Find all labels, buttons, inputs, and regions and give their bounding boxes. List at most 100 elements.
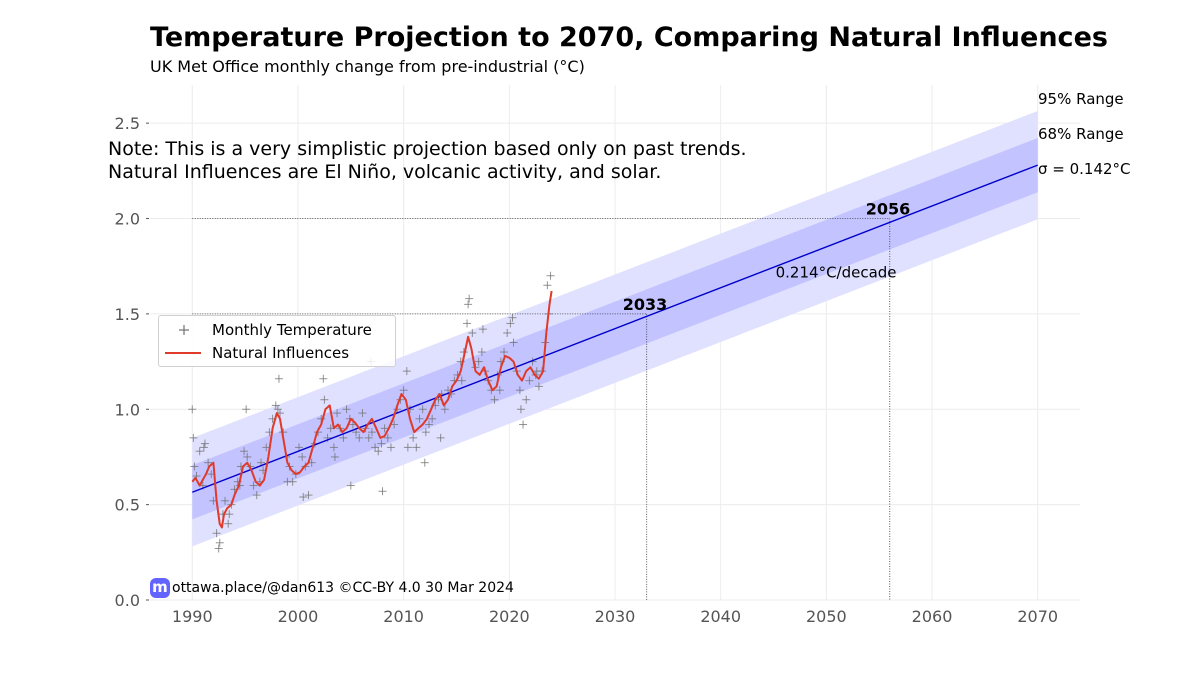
- chart-legend: Monthly Temperature Natural Influences: [158, 315, 396, 367]
- scatter-point: [457, 376, 466, 385]
- scatter-point: [243, 452, 252, 461]
- scatter-point: [333, 409, 342, 418]
- scatter-point: [221, 496, 230, 505]
- scatter-point: [242, 405, 251, 414]
- scatter-point: [274, 374, 283, 383]
- legend-label-natural: Natural Influences: [212, 344, 350, 362]
- scatter-point: [295, 443, 304, 452]
- range95-label: 95% Range: [1038, 90, 1124, 108]
- scatter-point: [364, 433, 373, 442]
- x-tick-label: 2070: [1017, 607, 1058, 626]
- legend-item-monthly: Monthly Temperature: [159, 319, 395, 341]
- scatter-point: [503, 328, 512, 337]
- x-tick-label: 2000: [278, 607, 319, 626]
- scatter-point: [298, 452, 307, 461]
- legend-item-natural: Natural Influences: [159, 342, 395, 364]
- scatter-point: [380, 424, 389, 433]
- threshold-year-label: 2056: [866, 200, 911, 219]
- scatter-point: [224, 519, 233, 528]
- scatter-point: [519, 420, 528, 429]
- scatter-point: [463, 319, 472, 328]
- scatter-point: [500, 348, 509, 357]
- scatter-point: [440, 405, 449, 414]
- scatter-point: [249, 481, 258, 490]
- scatter-point: [214, 544, 223, 553]
- scatter-point: [371, 443, 380, 452]
- plus-marker-icon: [179, 325, 189, 335]
- scatter-point: [508, 313, 517, 322]
- scatter-point: [546, 271, 555, 280]
- scatter-point: [320, 395, 329, 404]
- scatter-point: [478, 325, 487, 334]
- scatter-point: [464, 300, 473, 309]
- scatter-point: [409, 433, 418, 442]
- scatter-point: [415, 414, 424, 423]
- mastodon-logo-icon: m: [150, 578, 170, 598]
- scatter-point: [383, 433, 392, 442]
- scatter-point: [525, 376, 534, 385]
- scatter-point: [399, 386, 408, 395]
- sigma-label: σ = 0.142°C: [1038, 160, 1131, 178]
- scatter-point: [477, 348, 486, 357]
- scatter-point: [412, 443, 421, 452]
- label-layer: 2033 2056 0.214°C/decade: [623, 200, 911, 314]
- scatter-point: [204, 458, 213, 467]
- threshold-layer: [192, 218, 891, 600]
- scatter-point: [252, 491, 261, 500]
- line-layer: [191, 164, 1038, 529]
- scatter-point: [188, 405, 197, 414]
- scatter-point: [421, 428, 430, 437]
- note-line-1: Note: This is a very simplistic projecti…: [108, 138, 747, 160]
- credit-text: ottawa.place/@dan613 ©CC-BY 4.0 30 Mar 2…: [172, 580, 514, 596]
- y-tick-label: 1.5: [115, 305, 140, 324]
- scatter-point: [374, 447, 383, 456]
- scatter-point: [425, 420, 433, 429]
- scatter-point: [378, 487, 387, 496]
- scatter-point: [283, 477, 292, 486]
- trend-line: [192, 164, 1038, 493]
- y-tick-label: 2.0: [115, 210, 140, 229]
- y-tick-label: 0.5: [115, 496, 140, 515]
- trend-rate-label: 0.214°C/decade: [776, 264, 897, 282]
- x-tick-label: 1990: [172, 607, 213, 626]
- scatter-point: [515, 386, 524, 395]
- axis-layer: 1990 2000 2010 2020 2030 2040 2050 2060 2070 0.0 0…: [115, 114, 1059, 626]
- legend-label-monthly: Monthly Temperature: [212, 321, 372, 339]
- projection-note: Note: This is a very simplistic projecti…: [108, 138, 747, 184]
- scatter-point: [240, 447, 249, 456]
- scatter-point: [339, 433, 348, 442]
- scatter-point: [215, 538, 224, 547]
- scatter-point: [342, 405, 351, 414]
- range68-label: 68% Range: [1038, 125, 1124, 143]
- scatter-point: [509, 338, 518, 347]
- scatter-point: [355, 433, 364, 442]
- scatter-point: [490, 395, 499, 404]
- y-tick-label: 0.0: [115, 591, 140, 610]
- scatter-point: [273, 405, 282, 414]
- scatter-point: [330, 452, 339, 461]
- scatter-point: [189, 433, 198, 442]
- scatter-point: [436, 433, 445, 442]
- scatter-point: [403, 443, 412, 452]
- scatter-point: [377, 439, 386, 448]
- scatter-point: [418, 405, 427, 414]
- scatter-point: [495, 386, 504, 395]
- scatter-point: [195, 447, 204, 456]
- scatter-point: [534, 382, 543, 391]
- scatter-point: [271, 401, 280, 410]
- scatter-point: [319, 374, 328, 383]
- scatter-point: [402, 367, 411, 376]
- x-tick-label: 2050: [806, 607, 847, 626]
- scatter-point: [468, 328, 477, 337]
- scatter-point: [212, 529, 221, 538]
- x-tick-label: 2030: [595, 607, 636, 626]
- scatter-point: [358, 409, 367, 418]
- natural-influences-line: [191, 290, 553, 529]
- x-tick-label: 2020: [489, 607, 530, 626]
- scatter-point: [386, 443, 395, 452]
- chart-title: Temperature Projection to 2070, Comparin…: [150, 22, 1108, 53]
- scatter-point: [420, 458, 429, 467]
- scatter-point: [428, 414, 437, 423]
- scatter-point: [532, 367, 541, 376]
